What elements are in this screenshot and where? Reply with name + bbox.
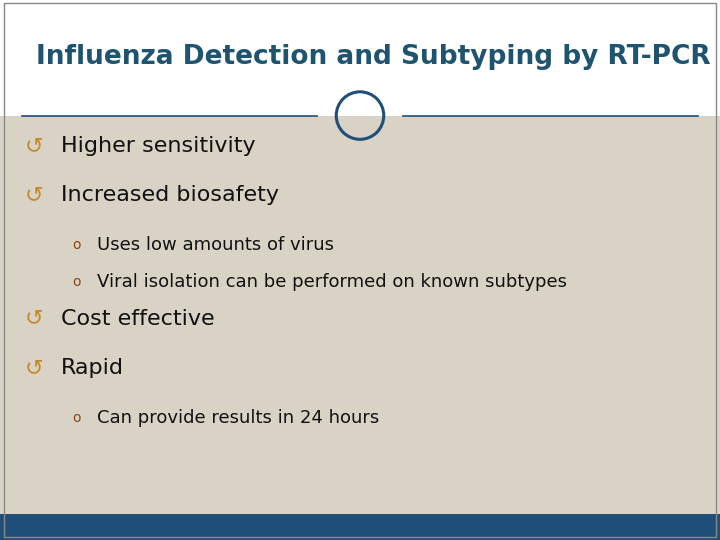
Text: o: o xyxy=(72,275,81,289)
Text: Increased biosafety: Increased biosafety xyxy=(61,185,279,206)
Text: Can provide results in 24 hours: Can provide results in 24 hours xyxy=(97,409,379,427)
FancyBboxPatch shape xyxy=(0,0,720,116)
Text: Cost effective: Cost effective xyxy=(61,308,215,329)
Text: ↺: ↺ xyxy=(25,136,44,156)
Text: o: o xyxy=(72,238,81,252)
Text: ↺: ↺ xyxy=(25,308,44,329)
FancyBboxPatch shape xyxy=(0,514,720,540)
Text: o: o xyxy=(72,411,81,425)
Text: Higher sensitivity: Higher sensitivity xyxy=(61,136,256,156)
Text: Influenza Detection and Subtyping by RT-PCR: Influenza Detection and Subtyping by RT-… xyxy=(36,44,711,70)
Text: Viral isolation can be performed on known subtypes: Viral isolation can be performed on know… xyxy=(97,273,567,291)
Text: Uses low amounts of virus: Uses low amounts of virus xyxy=(97,236,334,254)
FancyBboxPatch shape xyxy=(0,116,720,514)
Text: ↺: ↺ xyxy=(25,358,44,379)
Text: Rapid: Rapid xyxy=(61,358,125,379)
Text: ↺: ↺ xyxy=(25,185,44,206)
